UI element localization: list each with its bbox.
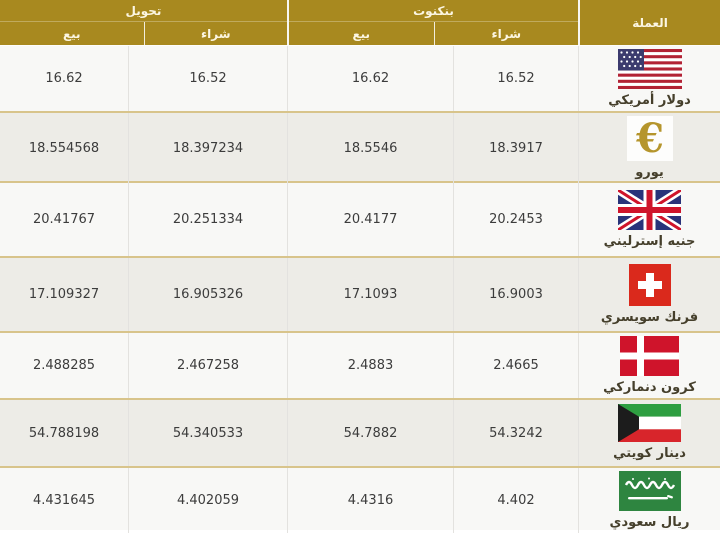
banknote-sell-value: 18.5546: [287, 113, 453, 184]
header-banknote-sell: بيع: [352, 26, 371, 41]
transfer-buy-value: 20.251334: [128, 183, 287, 256]
transfer-sell-value: 20.41767: [32, 212, 96, 227]
currency-name: ريال سعودي: [609, 515, 690, 530]
transfer-sell-value: 54.788198: [28, 425, 100, 441]
currency-name: فرنك سويسري: [600, 309, 699, 325]
currency-row: دولار أمريكي 16.52 16.62 16.52 16.62: [0, 46, 720, 113]
header-transfer-buy: شراء: [143, 22, 288, 45]
header-group-transfer-label: تحويل: [0, 0, 287, 22]
banknote-buy-value: 16.9003: [453, 258, 578, 331]
currency-name: جنيه إسترليني: [603, 233, 696, 249]
banknote-sell-value: 17.1093: [287, 258, 453, 331]
banknote-sell-value: 16.62: [287, 46, 453, 112]
table-body: دولار أمريكي 16.52 16.62 16.52 16.62 € ي…: [0, 46, 720, 533]
kw-flag-icon: [618, 404, 681, 443]
banknote-buy-value: 2.4665: [453, 333, 578, 399]
transfer-sell-value: 17.109327: [28, 287, 100, 302]
banknote-buy-value: 16.52: [453, 46, 578, 112]
sa-flag-icon: [618, 471, 681, 511]
header-banknote-buy: شراء: [433, 22, 579, 45]
table-header: العملة بنكنوت شراء بيع تحويل شراء بيع: [0, 0, 720, 46]
currency-name: دولار أمريكي: [608, 93, 691, 108]
transfer-sell-value: 4.431645: [32, 493, 96, 509]
banknote-buy-value: 18.3917: [453, 113, 578, 184]
transfer-sell-value: 18.554568: [28, 140, 100, 156]
us-flag-icon: [617, 49, 682, 89]
currency-row: دينار كويتي 54.3242 54.7882 54.340533 54…: [0, 400, 720, 468]
svg-text:€: €: [635, 116, 664, 161]
banknote-buy-value: 20.2453: [453, 183, 578, 256]
transfer-buy-value: 54.340533: [128, 400, 287, 466]
ch-flag-icon: [628, 263, 671, 306]
currency-cell: ريال سعودي: [578, 468, 720, 533]
transfer-sell-value: 16.62: [45, 71, 83, 87]
currency-cell: دينار كويتي: [578, 400, 720, 466]
transfer-buy-value: 16.905326: [128, 258, 287, 331]
currency-row: كرون دنماركي 2.4665 2.4883 2.467258 2.48…: [0, 333, 720, 400]
header-group-transfer: تحويل شراء بيع: [0, 0, 287, 45]
header-currency: العملة: [578, 0, 720, 45]
dk-flag-icon: [620, 336, 679, 376]
banknote-sell-value: 2.4883: [287, 333, 453, 399]
banknote-sell-value: 54.7882: [287, 400, 453, 466]
currency-cell: فرنك سويسري: [578, 258, 720, 331]
currency-row: جنيه إسترليني 20.2453 20.4177 20.251334 …: [0, 183, 720, 258]
header-group-banknote-label: بنكنوت: [289, 0, 578, 22]
currency-cell: دولار أمريكي: [578, 46, 720, 112]
transfer-buy-value: 2.467258: [128, 333, 287, 399]
currency-cell: جنيه إسترليني: [578, 183, 720, 256]
currency-name: يورو: [635, 165, 664, 180]
banknote-buy-value: 54.3242: [453, 400, 578, 466]
banknote-sell-value: 20.4177: [287, 183, 453, 256]
header-transfer-sell: بيع: [62, 26, 81, 41]
currency-name: دينار كويتي: [613, 446, 686, 462]
header-group-banknote: بنكنوت شراء بيع: [287, 0, 578, 45]
currency-row: فرنك سويسري 16.9003 17.1093 16.905326 17…: [0, 258, 720, 333]
banknote-sell-value: 4.4316: [287, 468, 453, 533]
eu-flag-icon: €: [626, 116, 673, 161]
banknote-buy-value: 4.402: [453, 468, 578, 533]
currency-cell: كرون دنماركي: [578, 333, 720, 399]
currency-row: ريال سعودي 4.402 4.4316 4.402059 4.43164…: [0, 468, 720, 533]
transfer-buy-value: 4.402059: [128, 468, 287, 533]
transfer-buy-value: 16.52: [128, 46, 287, 112]
gb-flag-icon: [618, 189, 681, 230]
currency-cell: € يورو: [578, 113, 720, 184]
currency-row: € يورو 18.3917 18.5546 18.397234 18.5545…: [0, 113, 720, 184]
transfer-buy-value: 18.397234: [128, 113, 287, 184]
currency-name: كرون دنماركي: [603, 380, 696, 395]
transfer-sell-value: 2.488285: [32, 358, 96, 374]
